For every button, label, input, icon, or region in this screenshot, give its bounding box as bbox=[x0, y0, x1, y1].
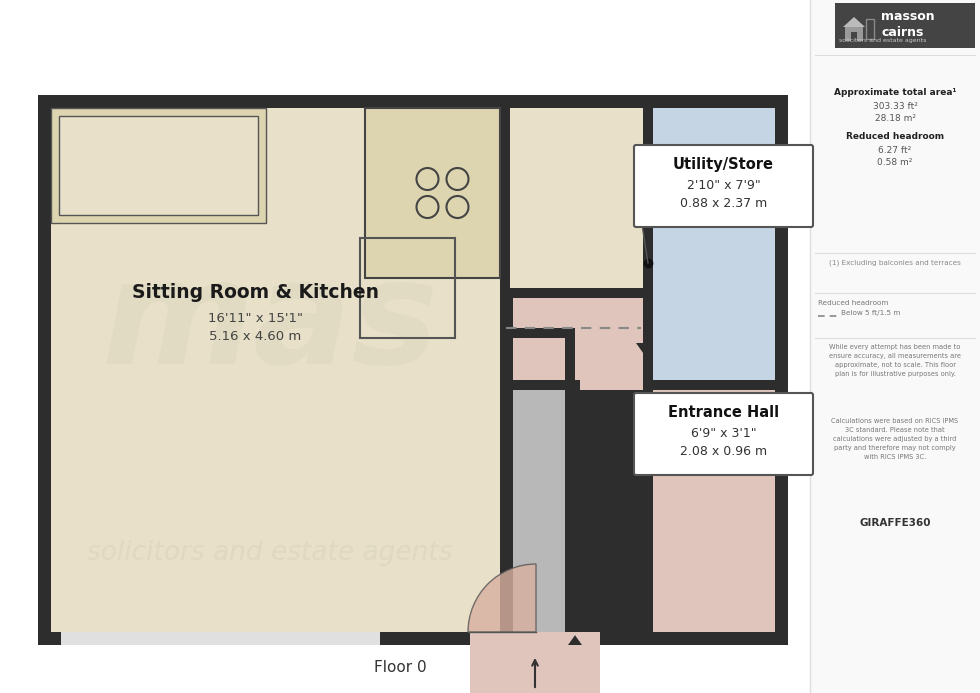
Text: 303.33 ft²: 303.33 ft² bbox=[872, 102, 917, 111]
Text: Utility/Store: Utility/Store bbox=[673, 157, 774, 172]
FancyBboxPatch shape bbox=[634, 393, 813, 475]
Bar bbox=[61, 632, 380, 645]
Bar bbox=[845, 27, 863, 41]
Text: 6.27 ft²: 6.27 ft² bbox=[878, 146, 911, 155]
Text: Calculations were based on RICS IPMS
3C standard. Please note that
calculations : Calculations were based on RICS IPMS 3C … bbox=[831, 418, 958, 460]
Text: 28.18 m²: 28.18 m² bbox=[874, 114, 915, 123]
Text: cairns: cairns bbox=[881, 26, 923, 39]
Wedge shape bbox=[468, 564, 536, 632]
Text: 2.08 x 0.96 m: 2.08 x 0.96 m bbox=[680, 445, 767, 458]
Bar bbox=[513, 298, 643, 390]
Bar bbox=[810, 0, 980, 693]
Text: Floor 0: Floor 0 bbox=[373, 660, 426, 675]
Bar bbox=[500, 108, 510, 298]
Bar bbox=[360, 238, 455, 338]
Text: (1) Excluding balconies and terraces: (1) Excluding balconies and terraces bbox=[829, 259, 961, 265]
Bar bbox=[500, 108, 643, 298]
Text: GIRAFFE360: GIRAFFE360 bbox=[859, 518, 931, 528]
Bar bbox=[835, 3, 975, 48]
Bar bbox=[51, 108, 500, 632]
Bar bbox=[643, 380, 788, 390]
Bar bbox=[513, 338, 565, 632]
Bar bbox=[59, 116, 258, 215]
Text: 2'10" x 7'9": 2'10" x 7'9" bbox=[687, 179, 760, 192]
Bar bbox=[51, 108, 266, 223]
Text: Entrance Hall: Entrance Hall bbox=[668, 405, 779, 420]
Text: 0.58 m²: 0.58 m² bbox=[877, 158, 912, 167]
Polygon shape bbox=[408, 95, 422, 105]
Bar bbox=[643, 390, 775, 632]
Text: 6'9" x 3'1": 6'9" x 3'1" bbox=[691, 427, 757, 440]
Text: 0.88 x 2.37 m: 0.88 x 2.37 m bbox=[680, 197, 767, 210]
Polygon shape bbox=[843, 17, 865, 27]
Text: 5.16 x 4.60 m: 5.16 x 4.60 m bbox=[209, 329, 301, 342]
Bar bbox=[38, 95, 788, 645]
Bar bbox=[866, 19, 874, 39]
Bar bbox=[500, 380, 580, 390]
Polygon shape bbox=[595, 95, 609, 105]
Polygon shape bbox=[568, 390, 582, 400]
Bar bbox=[510, 328, 575, 338]
Bar bbox=[565, 328, 575, 632]
Bar bbox=[500, 288, 643, 298]
Text: masson: masson bbox=[881, 10, 935, 23]
Polygon shape bbox=[636, 343, 650, 353]
FancyBboxPatch shape bbox=[634, 145, 813, 227]
Text: mas: mas bbox=[101, 252, 439, 394]
Text: Reduced headroom: Reduced headroom bbox=[818, 300, 889, 306]
Text: solicitors and estate agents: solicitors and estate agents bbox=[87, 540, 453, 566]
Polygon shape bbox=[568, 635, 582, 645]
Text: Reduced headroom: Reduced headroom bbox=[846, 132, 944, 141]
Text: Sitting Room & Kitchen: Sitting Room & Kitchen bbox=[131, 283, 378, 303]
Bar bbox=[643, 108, 653, 632]
Polygon shape bbox=[38, 316, 48, 330]
Bar bbox=[365, 108, 500, 278]
Bar bbox=[851, 32, 857, 41]
Bar bbox=[500, 390, 510, 632]
Text: Approximate total area¹: Approximate total area¹ bbox=[834, 88, 956, 97]
Text: While every attempt has been made to
ensure accuracy, all measurements are
appro: While every attempt has been made to ens… bbox=[829, 344, 961, 377]
Text: 16'11" x 15'1": 16'11" x 15'1" bbox=[208, 311, 303, 324]
Bar bbox=[643, 108, 775, 390]
Bar bbox=[470, 632, 600, 693]
Text: solicitors and estate agents: solicitors and estate agents bbox=[839, 38, 926, 43]
Text: Below 5 ft/1.5 m: Below 5 ft/1.5 m bbox=[841, 310, 901, 316]
